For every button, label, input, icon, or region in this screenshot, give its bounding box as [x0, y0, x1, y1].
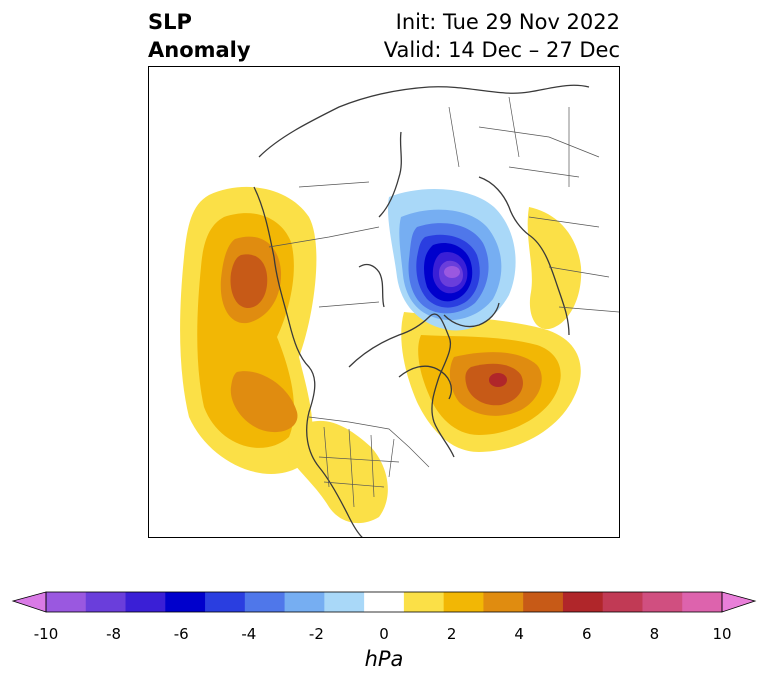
colorbar-tick-label: -2: [308, 625, 324, 643]
date-info: Init: Tue 29 Nov 2022 Valid: 14 Dec – 27…: [384, 8, 620, 64]
title-line-2: Anomaly: [148, 38, 251, 62]
colorbar-tick-label: 8: [649, 625, 660, 643]
valid-range: Valid: 14 Dec – 27 Dec: [383, 38, 620, 62]
colorbar-cell: [85, 592, 127, 612]
positive-anomaly-atlantic: [401, 312, 581, 452]
init-date: Init: Tue 29 Nov 2022: [395, 10, 620, 34]
colorbar-cell: [46, 592, 87, 612]
colorbar-cell: [165, 592, 206, 612]
colorbar-cell: [443, 592, 484, 612]
positive-anomaly-west-us: [288, 420, 388, 524]
title-line-1: SLP: [148, 10, 192, 34]
colorbar-outline: [45, 591, 723, 613]
colorbar-cell: [403, 592, 445, 612]
borders: [268, 96, 619, 508]
colorbar-tick-label: 10: [712, 625, 732, 643]
colorbar-cell: [364, 592, 405, 612]
positive-anomaly-pacific: [180, 186, 317, 474]
map-title: SLP Anomaly: [148, 8, 251, 64]
colorbar-cells: [46, 592, 723, 612]
colorbar-cell: [682, 592, 723, 612]
colorbar: [11, 591, 757, 613]
colorbar-unit-label: hPa: [364, 647, 404, 671]
colorbar-extend-left: [11, 591, 47, 613]
colorbar-cell: [125, 592, 166, 612]
colorbar-extend-right: [721, 591, 757, 613]
colorbar-cell: [205, 592, 246, 612]
colorbar-cell: [642, 592, 683, 612]
colorbar-tick-label: 0: [379, 625, 389, 643]
colorbar-cell: [562, 592, 604, 612]
coastlines: [253, 84, 590, 537]
colorbar-cell: [324, 592, 365, 612]
negative-anomaly-scandinavia: [387, 188, 516, 331]
colorbar-cell: [244, 592, 286, 612]
colorbar-tick-label: 6: [582, 625, 592, 643]
colorbar-tick-label: -6: [173, 625, 189, 643]
colorbar-tick-label: -8: [106, 625, 122, 643]
colorbar-tick-label: -10: [33, 625, 59, 643]
colorbar-cell: [284, 592, 325, 612]
colorbar-tick-label: -4: [241, 625, 257, 643]
colorbar-cell: [483, 592, 524, 612]
colorbar-tick-label: 4: [514, 625, 524, 643]
colorbar-tick-label: 2: [446, 625, 457, 643]
colorbar-cell: [602, 592, 643, 612]
map-svg: [180, 84, 619, 537]
anomaly-map: [148, 66, 620, 538]
colorbar-cell: [523, 592, 564, 612]
